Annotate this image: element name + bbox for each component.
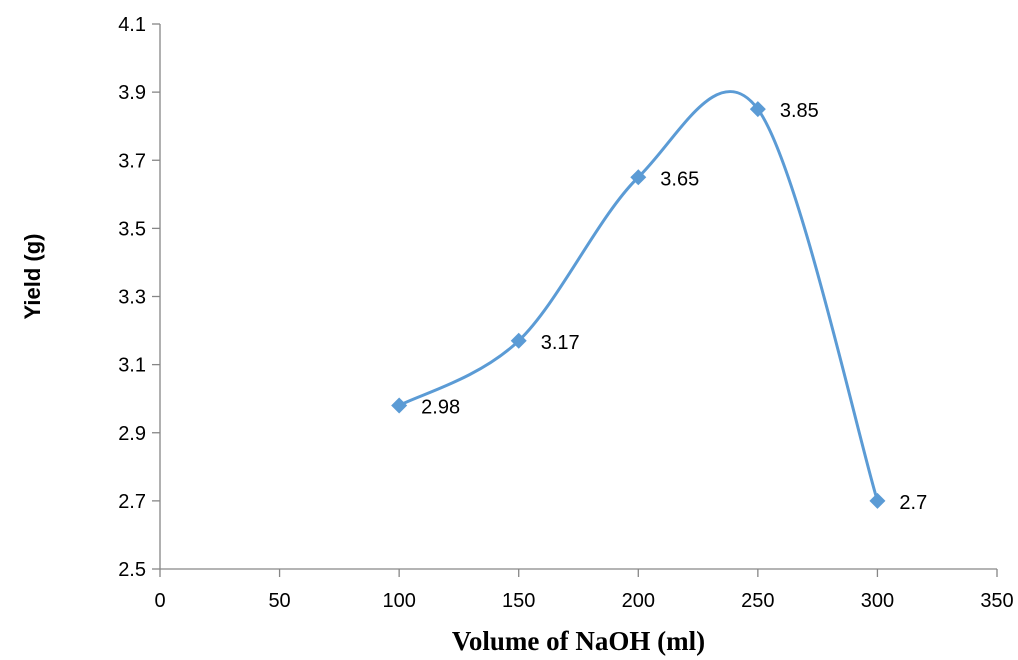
- y-tick-label: 3.5: [118, 218, 146, 240]
- y-tick-label: 3.7: [118, 150, 146, 172]
- x-tick-label: 250: [741, 590, 774, 612]
- x-axis-title: Volume of NaOH (ml): [452, 626, 705, 656]
- x-axis-ticks: 0 50 100 150 200 250 300 350: [154, 569, 1014, 612]
- x-tick-label: 300: [861, 590, 894, 612]
- y-tick-label: 3.1: [118, 355, 146, 377]
- y-tick-label: 2.9: [118, 423, 146, 445]
- x-tick-label: 350: [980, 590, 1013, 612]
- data-labels: 2.98 3.17 3.65 3.85 2.7: [421, 100, 927, 514]
- data-point-marker: [510, 332, 527, 349]
- data-label: 2.98: [421, 397, 460, 419]
- y-tick-label: 4.1: [118, 14, 146, 36]
- y-tick-label: 2.5: [118, 559, 146, 581]
- x-tick-label: 0: [154, 590, 165, 612]
- series-markers: [391, 101, 886, 509]
- y-tick-label: 3.9: [118, 82, 146, 104]
- axes: [159, 24, 997, 570]
- data-point-marker: [391, 397, 408, 414]
- data-label: 3.85: [780, 100, 819, 122]
- x-tick-label: 50: [268, 590, 290, 612]
- x-tick-label: 200: [622, 590, 655, 612]
- x-tick-label: 150: [502, 590, 535, 612]
- data-point-marker: [630, 169, 647, 186]
- y-axis-title: Yield (g): [20, 234, 45, 320]
- y-axis-ticks: 2.5 2.7 2.9 3.1 3.3 3.5 3.7 3.9 4.1: [118, 14, 160, 581]
- data-point-marker: [749, 101, 766, 118]
- series-line: [398, 90, 879, 502]
- data-label: 3.65: [660, 168, 699, 190]
- data-label: 2.7: [899, 492, 927, 514]
- data-point-marker: [869, 492, 886, 509]
- y-tick-label: 3.3: [118, 287, 146, 309]
- y-tick-label: 2.7: [118, 491, 146, 513]
- x-tick-label: 100: [382, 590, 415, 612]
- data-label: 3.17: [541, 332, 580, 354]
